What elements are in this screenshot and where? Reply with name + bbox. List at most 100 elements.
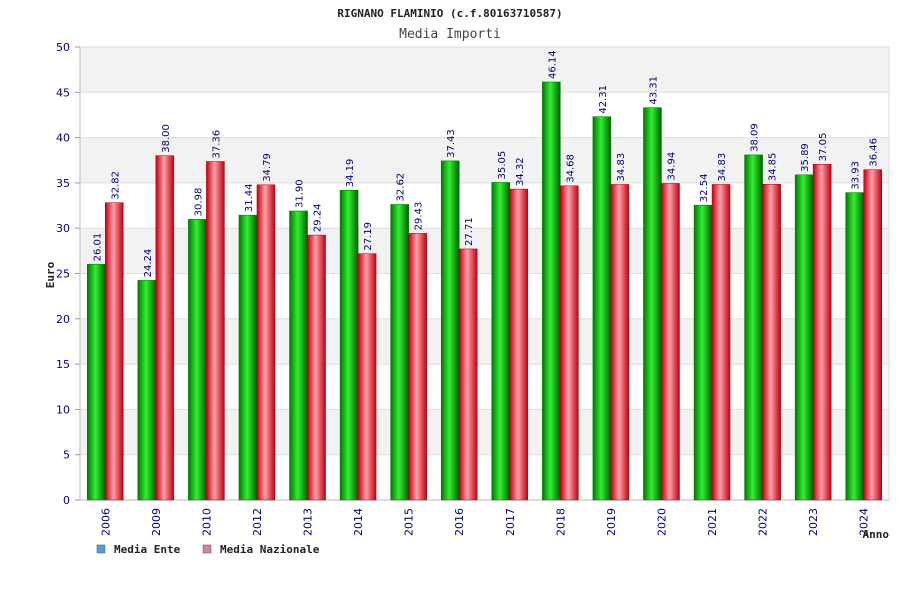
bar-media-nazionale: [155, 155, 175, 501]
data-label: 34.32: [515, 157, 526, 186]
bar-media-ente: [137, 280, 157, 501]
data-label: 29.24: [313, 203, 324, 232]
legend: Media Ente Media Nazionale: [96, 543, 320, 556]
bar-media-ente: [188, 219, 207, 501]
bar-media-nazionale: [509, 188, 529, 501]
y-tick-label: 25: [56, 268, 70, 281]
data-label: 34.19: [345, 159, 356, 188]
data-label: 34.68: [565, 154, 576, 183]
data-label: 30.98: [193, 188, 204, 217]
x-tick-label: 2021: [706, 508, 719, 536]
bar-media-nazionale: [661, 183, 680, 501]
x-tick-label: 2006: [99, 508, 112, 536]
data-label: 34.85: [768, 153, 779, 182]
bar-media-ente: [491, 182, 511, 501]
bar-media-nazionale: [711, 184, 731, 501]
bar-media-nazionale: [357, 253, 377, 501]
bar-media-ente: [845, 192, 864, 501]
data-label: 34.83: [616, 153, 627, 182]
chart-title: RIGNANO FLAMINIO (c.f.80163710587): [337, 7, 562, 20]
y-tick-label: 30: [56, 222, 70, 235]
legend-label-media-ente: Media Ente: [114, 543, 181, 556]
data-label: 27.71: [464, 217, 475, 246]
bar-media-ente: [542, 81, 561, 501]
bar-media-ente: [238, 214, 258, 501]
y-tick-label: 20: [56, 313, 70, 326]
bar-media-ente: [390, 204, 409, 501]
y-tick-label: 10: [56, 403, 70, 416]
x-tick-label: 2012: [251, 508, 264, 536]
bar-media-ente: [592, 116, 612, 501]
plot-area: 0 5 10 15 20 25 30 35 40 45 50 26.01 32.82 2006 24.24 3…: [56, 41, 890, 536]
x-tick-label: 2009: [150, 508, 163, 536]
bar-media-ente: [794, 174, 814, 501]
chart-subtitle: Media Importi: [399, 27, 501, 42]
data-label: 43.31: [648, 76, 659, 105]
bar-media-nazionale: [863, 169, 882, 501]
x-tick-label: 2018: [554, 508, 567, 536]
data-label: 37.43: [446, 129, 457, 158]
data-label: 34.79: [262, 153, 273, 182]
bar-media-nazionale: [307, 234, 326, 501]
bar-media-ente: [289, 210, 308, 501]
data-label: 42.31: [598, 85, 609, 114]
data-label: 31.90: [295, 179, 306, 208]
x-tick-label: 2024: [858, 508, 871, 536]
legend-label-media-nazionale: Media Nazionale: [220, 543, 320, 556]
x-tick-label: 2022: [757, 508, 770, 536]
bar-media-ente: [339, 189, 359, 501]
data-label: 38.00: [161, 124, 172, 153]
data-label: 37.05: [818, 133, 829, 162]
bar-media-nazionale: [408, 233, 427, 501]
data-label: 46.14: [547, 50, 558, 79]
bar-media-nazionale: [256, 184, 276, 501]
data-label: 31.44: [244, 184, 255, 213]
y-tick-label: 50: [56, 41, 70, 54]
data-label: 26.01: [92, 233, 103, 262]
bar-media-nazionale: [812, 164, 832, 501]
y-tick-label: 15: [56, 358, 70, 371]
data-label: 34.94: [666, 152, 677, 181]
y-axis-label: Euro: [44, 261, 57, 288]
y-tick-label: 35: [56, 177, 70, 190]
bar-media-nazionale: [105, 202, 124, 501]
bar-media-nazionale: [560, 185, 579, 501]
x-tick-label: 2017: [504, 508, 517, 536]
x-tick-label: 2016: [453, 508, 466, 536]
data-label: 24.24: [143, 249, 154, 278]
x-tick-label: 2010: [200, 508, 213, 536]
bar-media-nazionale: [206, 161, 225, 501]
grid-band: [80, 47, 889, 93]
data-label: 34.83: [717, 153, 728, 182]
x-tick-label: 2019: [605, 508, 618, 536]
data-label: 29.43: [414, 202, 425, 231]
data-label: 35.89: [800, 143, 811, 172]
data-label: 32.62: [396, 173, 407, 202]
data-label: 37.36: [211, 130, 222, 159]
y-tick-label: 45: [56, 86, 70, 99]
y-tick-label: 0: [63, 494, 70, 507]
x-tick-label: 2020: [655, 508, 668, 536]
y-tick-label: 40: [56, 132, 70, 145]
data-label: 32.82: [110, 171, 121, 200]
bar-media-ente: [440, 160, 460, 501]
bar-media-nazionale: [458, 248, 478, 501]
grid-band: [80, 92, 889, 138]
legend-swatch-media-ente: [96, 544, 106, 554]
bar-media-nazionale: [610, 184, 630, 501]
x-tick-label: 2015: [403, 508, 416, 536]
bar-media-ente: [87, 264, 106, 501]
bar-media-ente: [643, 107, 662, 501]
bar-media-ente: [693, 204, 713, 501]
data-label: 32.54: [699, 174, 710, 203]
data-label: 35.05: [497, 151, 508, 180]
legend-swatch-media-nazionale: [202, 544, 212, 554]
bar-media-ente: [744, 154, 763, 501]
data-label: 33.93: [851, 161, 862, 190]
bar-media-nazionale: [762, 184, 781, 501]
x-tick-label: 2013: [302, 508, 315, 536]
x-tick-label: 2023: [807, 508, 820, 536]
data-label: 27.19: [363, 222, 374, 251]
data-label: 36.46: [869, 138, 880, 167]
